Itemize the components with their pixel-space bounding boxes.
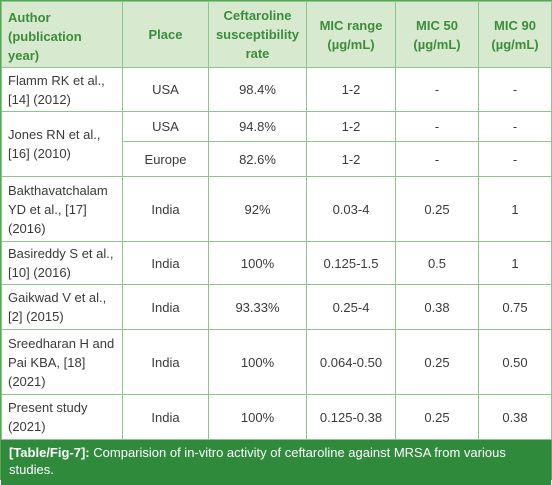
table-cell: USA	[122, 67, 209, 112]
table-cell: -	[478, 67, 552, 112]
table-cell: 0.25	[395, 394, 479, 440]
table-cell: 100%	[208, 394, 307, 440]
table-cell: India	[122, 329, 209, 395]
header-cell: Place	[122, 1, 209, 68]
table-cell: Jones RN et al., [16] (2010)	[1, 111, 123, 177]
table-cell: USA	[122, 111, 209, 142]
table-row: Bakthavatchalam YD et al., [17] (2016) In…	[1, 176, 552, 242]
table-cell: 0.38	[478, 394, 552, 440]
table-cell: 0.125-0.38	[306, 394, 396, 440]
table-cell: 0.75	[478, 284, 552, 330]
table-cell: -	[478, 141, 552, 177]
caption-label: [Table/Fig-7]:	[9, 445, 90, 460]
table-cell: 0.125-1.5	[306, 241, 396, 285]
table-cell: 1	[478, 241, 552, 285]
table-cell: Present study (2021)	[1, 394, 123, 440]
table-row: Gaikwad V et al., [2] (2015) India 93.33% 0…	[1, 284, 552, 330]
table-cell: -	[478, 111, 552, 142]
table-cell: India	[122, 284, 209, 330]
table-cell: 82.6%	[208, 141, 307, 177]
data-table: Author (publication year) Place Ceftarolin…	[1, 1, 552, 440]
table-cell: 0.25-4	[306, 284, 396, 330]
table-cell: 92%	[208, 176, 307, 242]
table-cell: 0.5	[395, 241, 479, 285]
table-cell: 93.33%	[208, 284, 307, 330]
table-cell: Europe	[122, 141, 209, 177]
table-cell: Gaikwad V et al., [2] (2015)	[1, 284, 123, 330]
table-cell: 94.8%	[208, 111, 307, 142]
table-cell: 1	[478, 176, 552, 242]
table-cell: 0.064-0.50	[306, 329, 396, 395]
header-cell: MIC range (µg/mL)	[306, 1, 396, 68]
header-cell: Author (publication year)	[1, 1, 123, 68]
table-cell: 1-2	[306, 111, 396, 142]
header-cell: MIC 90 (µg/mL)	[478, 1, 552, 68]
table-cell: -	[395, 111, 479, 142]
table-row: Present study (2021) India 100% 0.125-0.38 0…	[1, 394, 552, 440]
table-cell: Sreedharan H and Pai KBA, [18] (2021)	[1, 329, 123, 395]
table-cell: 0.25	[395, 176, 479, 242]
table-cell: Bakthavatchalam YD et al., [17] (2016)	[1, 176, 123, 242]
table-cell: 100%	[208, 329, 307, 395]
table-cell: 1-2	[306, 141, 396, 177]
table-cell: 0.03-4	[306, 176, 396, 242]
table-cell: -	[395, 141, 479, 177]
table-row: Jones RN et al., [16] (2010) USA 94.8% 1-2-…	[1, 111, 552, 177]
table-cell: India	[122, 241, 209, 285]
table-cell: India	[122, 394, 209, 440]
caption-text: Comparision of in-vitro activity of ceft…	[9, 445, 506, 477]
table-cell: 0.25	[395, 329, 479, 395]
table-cell: 0.38	[395, 284, 479, 330]
caption: [Table/Fig-7]: Comparision of in-vitro a…	[1, 440, 551, 485]
table-cell: Basireddy S et al., [10] (2016)	[1, 241, 123, 285]
table-cell: 100%	[208, 241, 307, 285]
table-cell: 98.4%	[208, 67, 307, 112]
header-cell: MIC 50 (µg/mL)	[395, 1, 479, 68]
table-row: Flamm RK et al., [14] (2012) USA 98.4% 1-2-…	[1, 67, 552, 112]
table-cell: 0.50	[478, 329, 552, 395]
table-cell: -	[395, 67, 479, 112]
table-row: Sreedharan H and Pai KBA, [18] (2021) Ind…	[1, 329, 552, 395]
table-cell: Flamm RK et al., [14] (2012)	[1, 67, 123, 112]
table-row: Europe 82.6% 1-2- -	[2, 141, 552, 177]
table-row: Basireddy S et al., [10] (2016) India 100%…	[1, 241, 552, 285]
table-cell: India	[122, 176, 209, 242]
header-cell: Ceftaroline susceptibility rate	[208, 1, 307, 68]
table-cell: 1-2	[306, 67, 396, 112]
header-row: Author (publication year) Place Ceftarolin…	[1, 1, 552, 68]
